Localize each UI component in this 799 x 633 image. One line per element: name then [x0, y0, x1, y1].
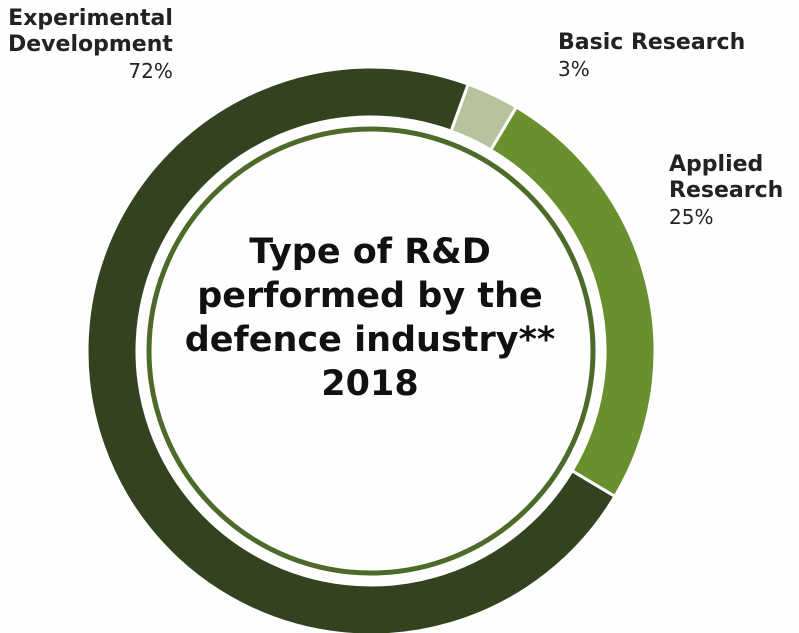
label-basic-line1: Basic Research [558, 30, 746, 55]
chart-title: Type of R&D performed by the defence ind… [170, 230, 570, 406]
label-experimental-line1: Experimental [8, 6, 173, 31]
chart-title-line-4: 2018 [321, 364, 419, 404]
label-experimental-development: Experimental Development 72% [8, 6, 173, 84]
label-experimental-pct: 72% [128, 59, 173, 83]
chart-title-line-2: performed by the [197, 276, 543, 316]
label-applied-pct: 25% [669, 205, 714, 229]
inner-ring [146, 126, 596, 576]
label-applied-line2: Research [669, 178, 784, 203]
label-applied-line1: Applied [669, 152, 764, 177]
slice-experimental-development [85, 65, 618, 633]
label-applied-research: Applied Research 25% [669, 152, 783, 230]
label-experimental-line2: Development [8, 32, 173, 57]
label-basic-research: Basic Research 3% [558, 30, 745, 82]
label-basic-pct: 3% [558, 57, 590, 81]
chart-title-line-1: Type of R&D [249, 232, 491, 272]
chart-title-line-3: defence industry** [184, 320, 556, 360]
